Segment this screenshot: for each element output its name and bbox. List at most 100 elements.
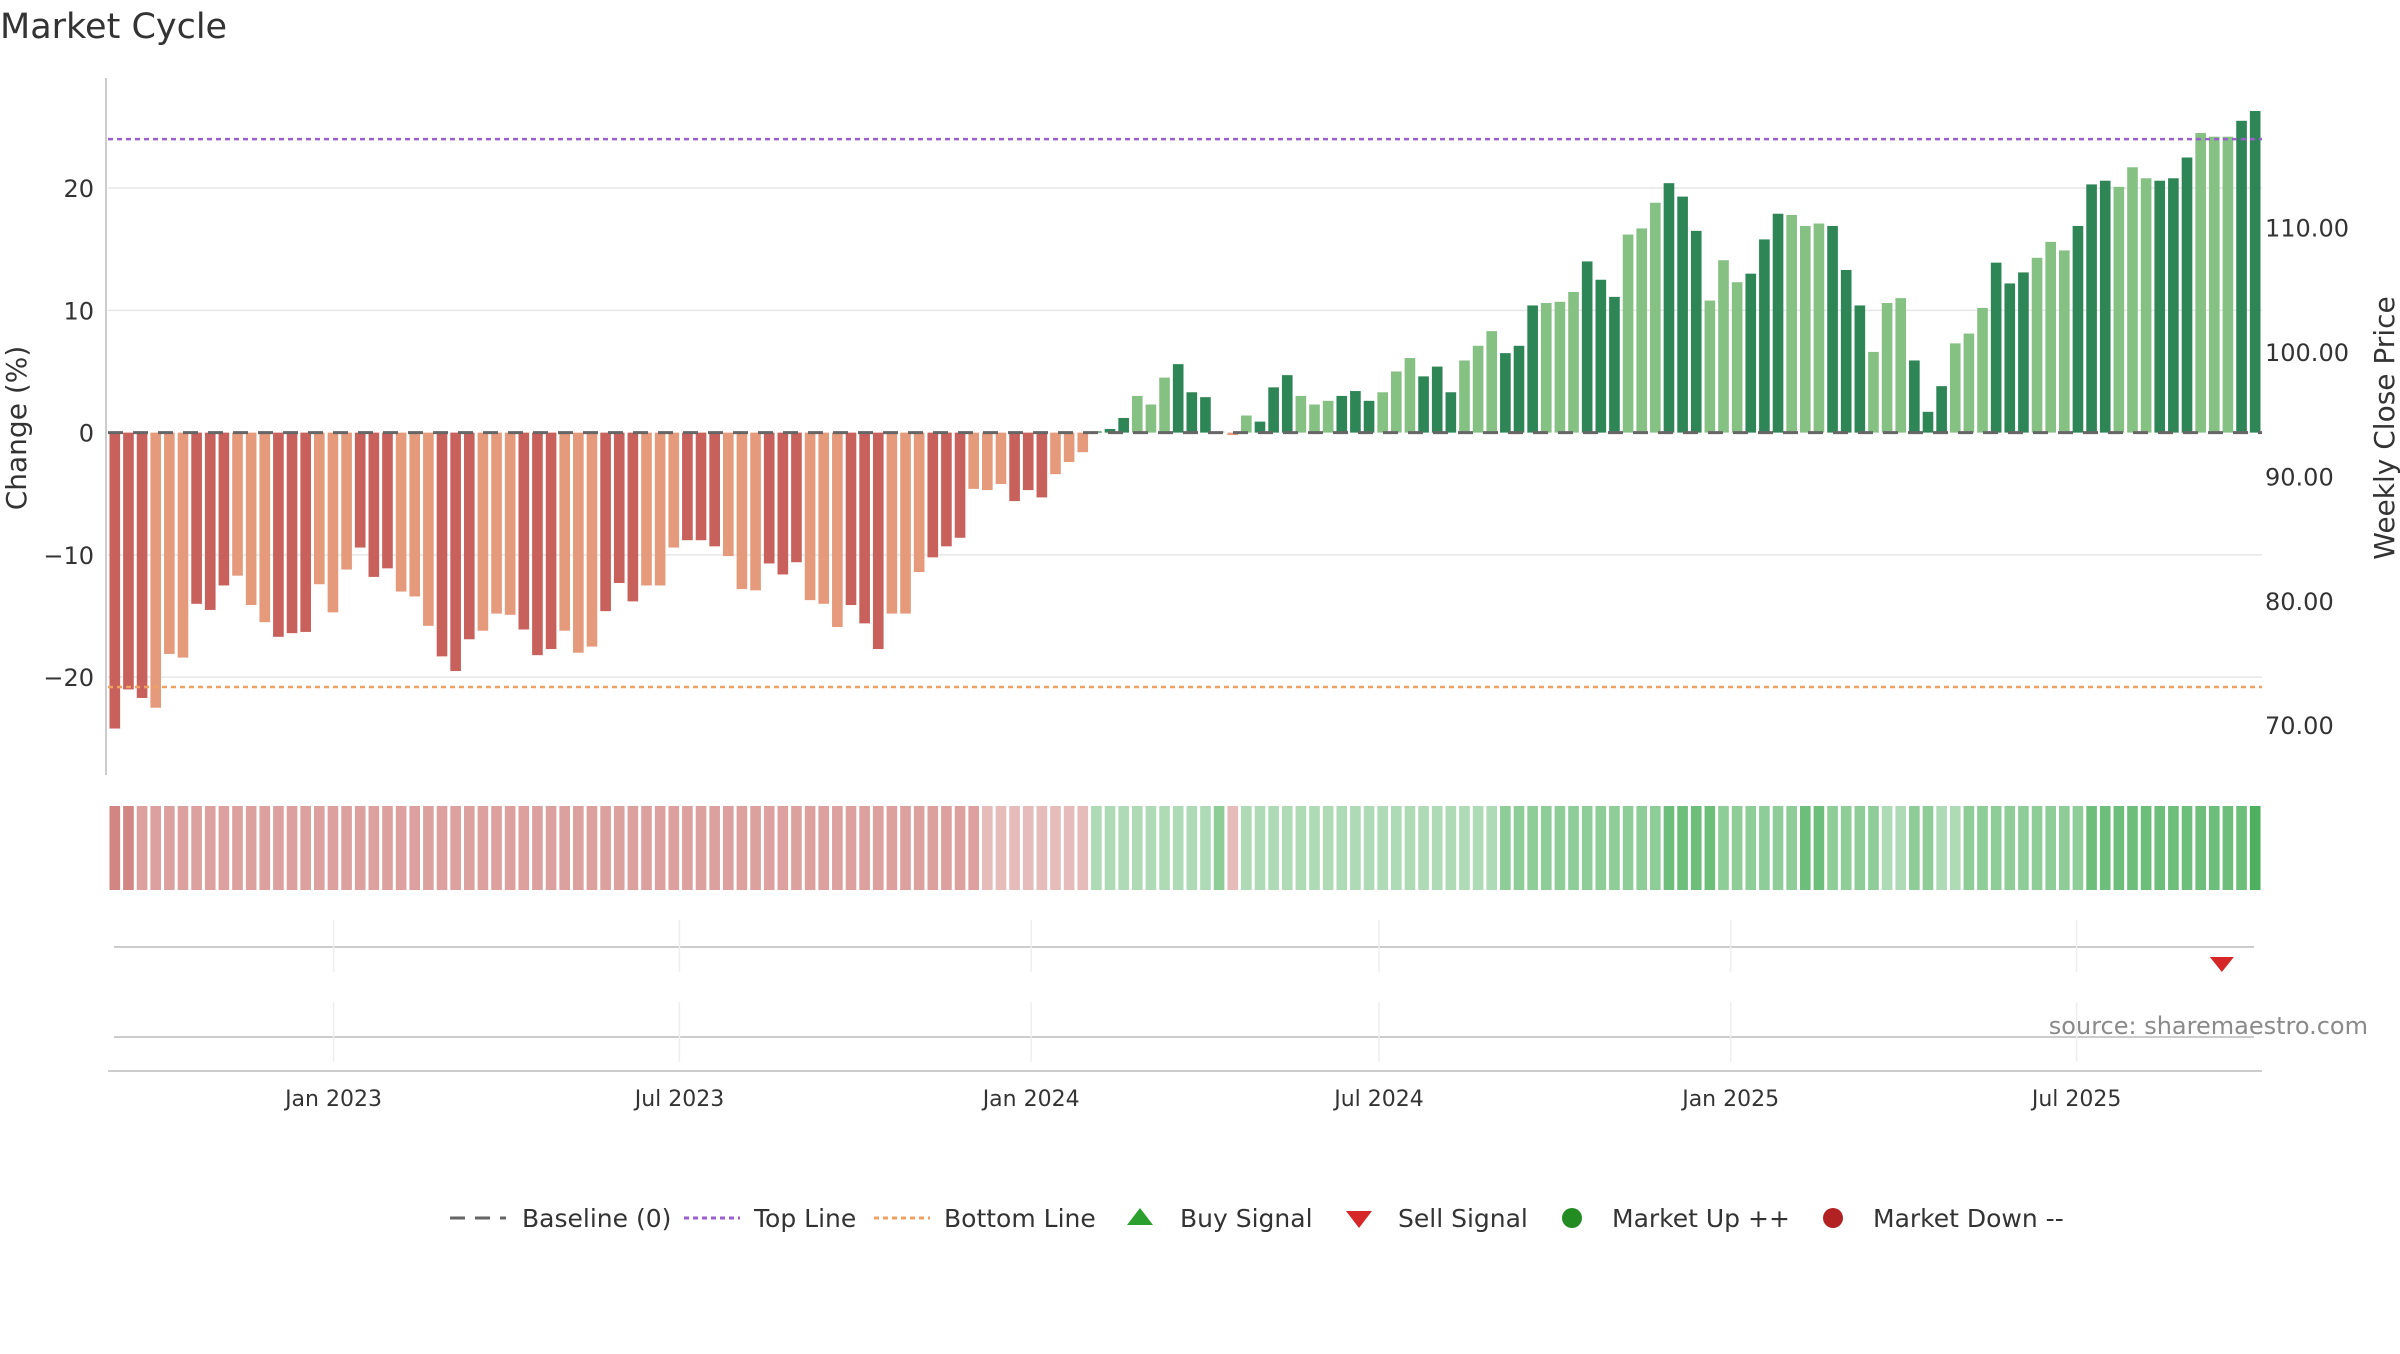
band-cell-113 bbox=[1650, 806, 1661, 890]
band-cell-116 bbox=[1690, 806, 1702, 890]
band-cell-97 bbox=[1431, 806, 1443, 890]
bar-121 bbox=[1759, 239, 1770, 433]
reference-lines bbox=[108, 137, 2262, 689]
bar-88 bbox=[1309, 404, 1320, 433]
bar-120 bbox=[1745, 273, 1757, 433]
band-cell-86 bbox=[1281, 806, 1293, 890]
band-cell-100 bbox=[1472, 806, 1484, 890]
band-cell-137 bbox=[1977, 806, 1988, 890]
bar-112 bbox=[1636, 228, 1648, 433]
band-cell-64 bbox=[982, 806, 993, 890]
band-cell-47 bbox=[750, 806, 761, 890]
band-cell-106 bbox=[1554, 806, 1566, 890]
bar-56 bbox=[872, 432, 884, 650]
bar-107 bbox=[1568, 291, 1579, 433]
bar-62 bbox=[954, 432, 966, 538]
band-cell-150 bbox=[2154, 806, 2166, 890]
bar-133 bbox=[1922, 411, 1934, 433]
band-cell-33 bbox=[559, 806, 571, 890]
bar-46 bbox=[736, 432, 748, 590]
bar-151 bbox=[2168, 178, 2179, 433]
band-cell-72 bbox=[1091, 806, 1102, 890]
bar-21 bbox=[395, 432, 407, 592]
band-cell-66 bbox=[1009, 806, 1020, 890]
band-cell-25 bbox=[450, 806, 461, 890]
band-cell-61 bbox=[941, 806, 952, 890]
bar-17 bbox=[341, 432, 352, 570]
band-cell-73 bbox=[1104, 806, 1116, 890]
bar-131 bbox=[1895, 298, 1907, 433]
bar-39 bbox=[641, 432, 652, 586]
bar-78 bbox=[1172, 364, 1184, 433]
band-cell-18 bbox=[354, 806, 366, 890]
bar-29 bbox=[504, 432, 516, 615]
bar-115 bbox=[1677, 196, 1688, 433]
band-cell-54 bbox=[845, 806, 857, 890]
band-cell-154 bbox=[2208, 806, 2220, 890]
band-cell-108 bbox=[1581, 806, 1593, 890]
bar-0 bbox=[109, 432, 121, 729]
band-cell-45 bbox=[722, 806, 734, 890]
band-cell-17 bbox=[341, 806, 352, 890]
band-cell-127 bbox=[1840, 806, 1852, 890]
band-cell-117 bbox=[1704, 806, 1716, 890]
bar-5 bbox=[177, 432, 189, 658]
band-cell-40 bbox=[654, 806, 666, 890]
band-cell-112 bbox=[1636, 806, 1648, 890]
bar-75 bbox=[1131, 395, 1143, 433]
bar-49 bbox=[777, 432, 789, 575]
bar-10 bbox=[245, 432, 257, 606]
band-cell-119 bbox=[1731, 806, 1743, 890]
band-cell-98 bbox=[1445, 806, 1457, 890]
bar-layer bbox=[109, 111, 2261, 729]
band-cell-118 bbox=[1718, 806, 1729, 890]
bar-18 bbox=[354, 432, 366, 548]
band-cell-27 bbox=[477, 806, 489, 890]
bar-104 bbox=[1527, 305, 1538, 433]
bar-71 bbox=[1077, 432, 1089, 453]
bar-87 bbox=[1295, 395, 1307, 433]
band-cell-122 bbox=[1772, 806, 1784, 890]
bar-102 bbox=[1500, 353, 1511, 433]
band-cell-37 bbox=[613, 806, 625, 890]
band-cell-128 bbox=[1854, 806, 1866, 890]
band-cell-142 bbox=[2045, 806, 2057, 890]
band-cell-0 bbox=[109, 806, 121, 890]
x-tick-label-3: Jul 2024 bbox=[1332, 1087, 1424, 1112]
y-tick-label-3: 10 bbox=[63, 297, 94, 325]
bar-48 bbox=[763, 432, 775, 564]
band-cell-53 bbox=[832, 806, 843, 890]
band-cell-77 bbox=[1159, 806, 1170, 890]
bar-26 bbox=[463, 432, 475, 640]
bar-135 bbox=[1949, 343, 1961, 433]
band-cell-1 bbox=[123, 806, 134, 890]
x-tick-label-1: Jul 2023 bbox=[633, 1087, 725, 1112]
band-cell-147 bbox=[2113, 806, 2125, 890]
strength-band bbox=[109, 806, 2261, 890]
band-cell-115 bbox=[1677, 806, 1688, 890]
bar-31 bbox=[532, 432, 543, 656]
bar-144 bbox=[2072, 225, 2084, 433]
band-cell-89 bbox=[1322, 806, 1334, 890]
band-cell-7 bbox=[204, 806, 216, 890]
bar-25 bbox=[450, 432, 461, 672]
band-cell-63 bbox=[968, 806, 980, 890]
bar-94 bbox=[1390, 371, 1402, 433]
bar-93 bbox=[1377, 392, 1388, 433]
bar-149 bbox=[2140, 178, 2152, 433]
band-cell-87 bbox=[1295, 806, 1307, 890]
bar-119 bbox=[1731, 282, 1743, 433]
y-axis-label: Change (%) bbox=[0, 346, 33, 511]
band-cell-43 bbox=[695, 806, 707, 890]
bar-9 bbox=[232, 432, 243, 576]
y2-tick-label-3: 100.00 bbox=[2265, 339, 2349, 367]
legend-label-bottom: Bottom Line bbox=[944, 1204, 1096, 1233]
bar-139 bbox=[2004, 283, 2016, 433]
legend-swatch-market-up bbox=[1562, 1208, 1582, 1228]
band-cell-44 bbox=[709, 806, 720, 890]
band-cell-121 bbox=[1759, 806, 1770, 890]
band-cell-102 bbox=[1500, 806, 1511, 890]
bar-96 bbox=[1418, 376, 1429, 433]
bar-58 bbox=[900, 432, 911, 614]
